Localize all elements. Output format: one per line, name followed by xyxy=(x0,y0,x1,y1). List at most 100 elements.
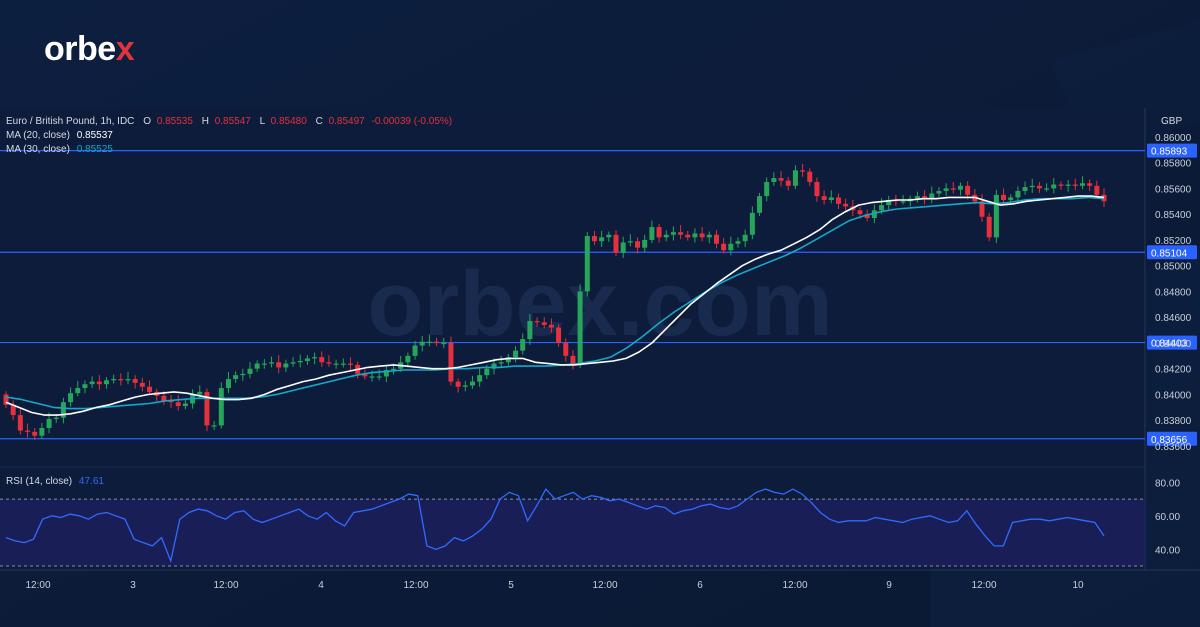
candle-down xyxy=(814,181,820,197)
candle-down xyxy=(25,430,31,432)
candle-up xyxy=(886,199,892,206)
price-tick-label: 0.84600 xyxy=(1155,313,1192,324)
time-tick-label: 10 xyxy=(1072,580,1084,591)
candle-up xyxy=(1079,183,1085,186)
time-tick-label: 12:00 xyxy=(782,580,807,591)
candle-up xyxy=(441,342,447,345)
candle-down xyxy=(678,232,684,235)
ma20-label: MA (20, close) xyxy=(6,130,70,141)
level-price-label: 0.84403 xyxy=(1151,339,1188,350)
candle-down xyxy=(534,321,540,323)
candle-down xyxy=(118,379,124,381)
orbex-logo[interactable]: orbex xyxy=(44,30,135,69)
price-tick-label: 0.85600 xyxy=(1155,184,1192,195)
candle-up xyxy=(261,363,267,365)
price-tick-label: 0.84200 xyxy=(1155,365,1192,376)
price-tick-label: 0.84800 xyxy=(1155,287,1192,298)
moving-averages xyxy=(5,195,1105,416)
candle-down xyxy=(721,243,727,251)
candle-down xyxy=(175,402,181,407)
candle-up xyxy=(383,370,389,377)
candle-down xyxy=(685,234,691,238)
candle-up xyxy=(419,341,425,346)
candle-down xyxy=(922,196,928,199)
candle-up xyxy=(290,362,296,364)
candle-down xyxy=(541,322,547,325)
candle-up xyxy=(60,402,66,418)
time-tick-label: 12:00 xyxy=(971,580,996,591)
candle-down xyxy=(986,216,992,238)
candle-down xyxy=(591,236,597,242)
candle-down xyxy=(319,357,325,363)
candle-up xyxy=(75,388,81,394)
candle-up xyxy=(692,233,698,238)
candle-down xyxy=(821,196,827,200)
candle-up xyxy=(269,362,275,364)
legend-change: -0.00039 (-0.05%) xyxy=(372,116,453,127)
candle-down xyxy=(570,355,576,365)
candle-up xyxy=(706,234,712,238)
candle-up xyxy=(125,379,131,381)
candle-up xyxy=(376,376,382,378)
candle-up xyxy=(735,241,741,244)
logo-text: orbe xyxy=(44,30,116,68)
level-price-label: 0.83656 xyxy=(1151,435,1188,446)
candle-up xyxy=(1008,197,1014,200)
legend-ma20: MA (20, close) 0.85537 xyxy=(6,130,113,141)
candle-up xyxy=(498,362,504,364)
candle-up xyxy=(469,381,475,386)
logo-x: x xyxy=(115,30,135,68)
legend-l-label: L xyxy=(260,116,266,127)
ma20-line xyxy=(5,195,1105,416)
candle-up xyxy=(225,379,231,389)
time-tick-label: 4 xyxy=(318,580,324,591)
candle-up xyxy=(304,358,310,361)
candle-up xyxy=(240,373,246,376)
candle-up xyxy=(211,425,217,427)
candle-down xyxy=(96,381,102,385)
level-price-badge xyxy=(1147,335,1197,350)
candle-up xyxy=(742,234,748,242)
time-tick-label: 12:00 xyxy=(592,580,617,591)
candle-up xyxy=(828,197,834,200)
candle-down xyxy=(204,391,210,426)
candle-down xyxy=(635,241,641,248)
legend-c-label: C xyxy=(316,116,323,127)
price-tick-label: 0.84000 xyxy=(1155,390,1192,401)
rsi-tick-label: 40.00 xyxy=(1155,545,1180,556)
ma30-value: 0.85525 xyxy=(77,144,114,155)
candle-down xyxy=(699,233,705,238)
rsi-line xyxy=(5,487,1105,564)
candle-down xyxy=(979,201,985,217)
time-axis: 12:00 3 12:00 4 12:00 5 12:00 6 12:00 9 12:00 10 xyxy=(25,580,1084,591)
rsi-label: RSI (14, close) xyxy=(6,476,72,487)
candle-down xyxy=(3,394,9,405)
candle-down xyxy=(1058,184,1064,186)
level-price-badge xyxy=(1147,245,1197,260)
candle-up xyxy=(254,363,260,369)
candle-up xyxy=(771,178,777,182)
watermark: orbex.com xyxy=(367,253,832,355)
candle-up xyxy=(620,242,626,253)
price-tick-label: 0.84400 xyxy=(1155,339,1192,350)
legend-h-value: 0.85547 xyxy=(215,116,252,127)
candle-down xyxy=(1087,183,1093,186)
candle-up xyxy=(879,205,885,211)
candle-up xyxy=(663,234,669,238)
time-tick-label: 12:00 xyxy=(213,580,238,591)
candle-up xyxy=(599,237,605,242)
candle-down xyxy=(965,185,971,195)
legend-ma30: MA (30, close) 0.85525 xyxy=(6,144,113,155)
candle-up xyxy=(627,241,633,243)
candle-up xyxy=(1044,188,1050,190)
candle-down xyxy=(807,171,813,182)
candle-up xyxy=(871,210,877,219)
candle-up xyxy=(936,190,942,194)
candle-down xyxy=(32,431,38,436)
candle-up xyxy=(477,375,483,382)
candle-up xyxy=(584,236,590,292)
candle-up xyxy=(68,393,74,403)
candle-down xyxy=(843,203,849,207)
